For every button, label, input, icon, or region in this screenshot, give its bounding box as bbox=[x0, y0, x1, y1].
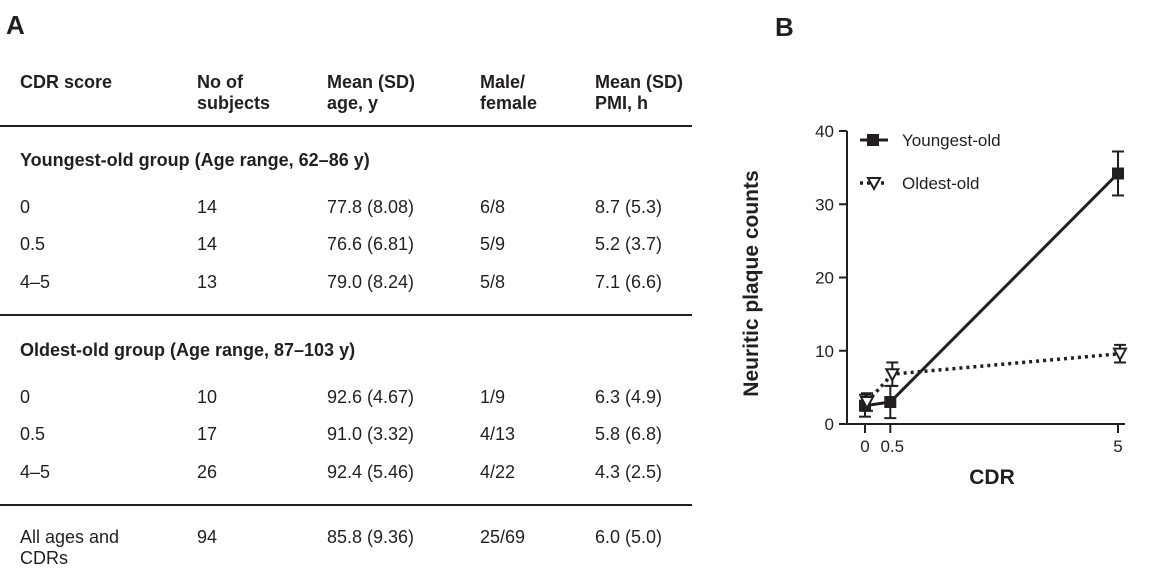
series-line bbox=[864, 172, 1120, 408]
table-cell: 17 bbox=[197, 424, 218, 444]
y-tick-label: 0 bbox=[825, 415, 834, 434]
series-oldest-old bbox=[859, 343, 1128, 412]
table-cell: 5.8 (6.8) bbox=[595, 424, 663, 444]
table-cell: 6/8 bbox=[480, 197, 506, 217]
table-cell: 76.6 (6.81) bbox=[327, 234, 415, 254]
column-header-line: PMI, h bbox=[595, 93, 648, 113]
table-cell: 6.3 (4.9) bbox=[595, 387, 663, 407]
column-header-line: CDR score bbox=[20, 72, 113, 92]
total-row-label-line: All ages and bbox=[20, 527, 120, 547]
table-cell: 8.7 (5.3) bbox=[595, 197, 663, 217]
group-title: Youngest-old group (Age range, 62–86 y) bbox=[20, 150, 370, 170]
column-header-line: Male/ bbox=[480, 72, 526, 92]
legend-marker bbox=[866, 177, 882, 192]
table-cell: 77.8 (8.08) bbox=[327, 197, 415, 217]
table-cell: 5/9 bbox=[480, 234, 506, 254]
group-title: Oldest-old group (Age range, 87–103 y) bbox=[20, 340, 356, 360]
panel-a-label: A bbox=[6, 10, 25, 40]
y-tick-label: 10 bbox=[815, 342, 834, 361]
data-point bbox=[884, 368, 900, 383]
y-tick-label: 20 bbox=[815, 269, 834, 288]
x-axis-title: CDR bbox=[969, 466, 1015, 489]
table-cell: 92.6 (4.67) bbox=[327, 387, 415, 407]
table-cell: 14 bbox=[197, 234, 218, 254]
column-header: Male/female bbox=[480, 72, 537, 114]
x-tick-label: 0 bbox=[860, 437, 869, 456]
data-point bbox=[859, 396, 875, 411]
table-cell: 0 bbox=[20, 387, 31, 407]
table-cell: 13 bbox=[197, 272, 218, 292]
total-row-cell: 85.8 (9.36) bbox=[327, 527, 415, 547]
table-cell: 4/13 bbox=[480, 424, 516, 444]
table-cell: 92.4 (5.46) bbox=[327, 462, 415, 482]
legend-label: Youngest-old bbox=[902, 131, 1001, 150]
column-header-line: No of bbox=[197, 72, 243, 92]
table-cell: 0 bbox=[20, 197, 31, 217]
table-cell: 5/8 bbox=[480, 272, 506, 292]
data-point bbox=[884, 396, 897, 409]
column-header-line: female bbox=[480, 93, 538, 113]
series-line bbox=[865, 351, 1121, 404]
column-header-line: subjects bbox=[197, 93, 271, 113]
panel-b-label: B bbox=[775, 12, 794, 42]
total-row-label: All ages and CDRs bbox=[20, 527, 119, 569]
table-cell: 79.0 (8.24) bbox=[327, 272, 415, 292]
legend-label: Oldest-old bbox=[902, 174, 979, 193]
column-header: Mean (SD) PMI, h bbox=[595, 72, 683, 114]
table-cell: 91.0 (3.32) bbox=[327, 424, 415, 444]
header-rule bbox=[0, 125, 692, 127]
column-header: Mean (SD) age, y bbox=[327, 72, 415, 114]
total-row-label-line: CDRs bbox=[20, 548, 68, 568]
series-youngest-old bbox=[859, 150, 1124, 420]
data-point bbox=[1112, 167, 1124, 180]
legend-marker bbox=[867, 134, 879, 146]
legend: Youngest-old Oldest-old bbox=[860, 131, 1001, 193]
plaque-chart: 0 10 20 30 40 0 0.5 5 CDR Neuritic plaque counts Y… bbox=[740, 122, 1128, 489]
table-cell: 14 bbox=[197, 197, 218, 217]
column-header-line: age, y bbox=[327, 93, 379, 113]
y-tick-label: 40 bbox=[815, 122, 834, 141]
table-cell: 4/22 bbox=[480, 462, 516, 482]
column-header: CDR score bbox=[20, 72, 112, 93]
table-cell: 10 bbox=[197, 387, 218, 407]
table-cell: 26 bbox=[197, 462, 218, 482]
total-row-cell: 94 bbox=[197, 527, 218, 547]
table-cell: 7.1 (6.6) bbox=[595, 272, 663, 292]
data-point bbox=[1112, 347, 1128, 362]
table-cell: 4–5 bbox=[20, 462, 51, 482]
x-tick-label: 5 bbox=[1113, 437, 1122, 456]
table-cell: 4–5 bbox=[20, 272, 51, 292]
table-cell: 4.3 (2.5) bbox=[595, 462, 663, 482]
table-cell: 0.5 bbox=[20, 234, 46, 254]
table-cell: 0.5 bbox=[20, 424, 46, 444]
table-cell: 5.2 (3.7) bbox=[595, 234, 663, 254]
table-cell: 1/9 bbox=[480, 387, 506, 407]
column-header-line: Mean (SD) bbox=[595, 72, 684, 92]
column-header-line: Mean (SD) bbox=[327, 72, 416, 92]
x-tick-label: 0.5 bbox=[880, 437, 904, 456]
column-header: No of subjects bbox=[197, 72, 270, 114]
total-row-cell: 6.0 (5.0) bbox=[595, 527, 663, 547]
y-tick-label: 30 bbox=[815, 195, 834, 214]
y-axis-title: Neuritic plaque counts bbox=[740, 170, 763, 396]
group-rule bbox=[0, 314, 692, 316]
group-rule bbox=[0, 504, 692, 506]
total-row-cell: 25/69 bbox=[480, 527, 526, 547]
